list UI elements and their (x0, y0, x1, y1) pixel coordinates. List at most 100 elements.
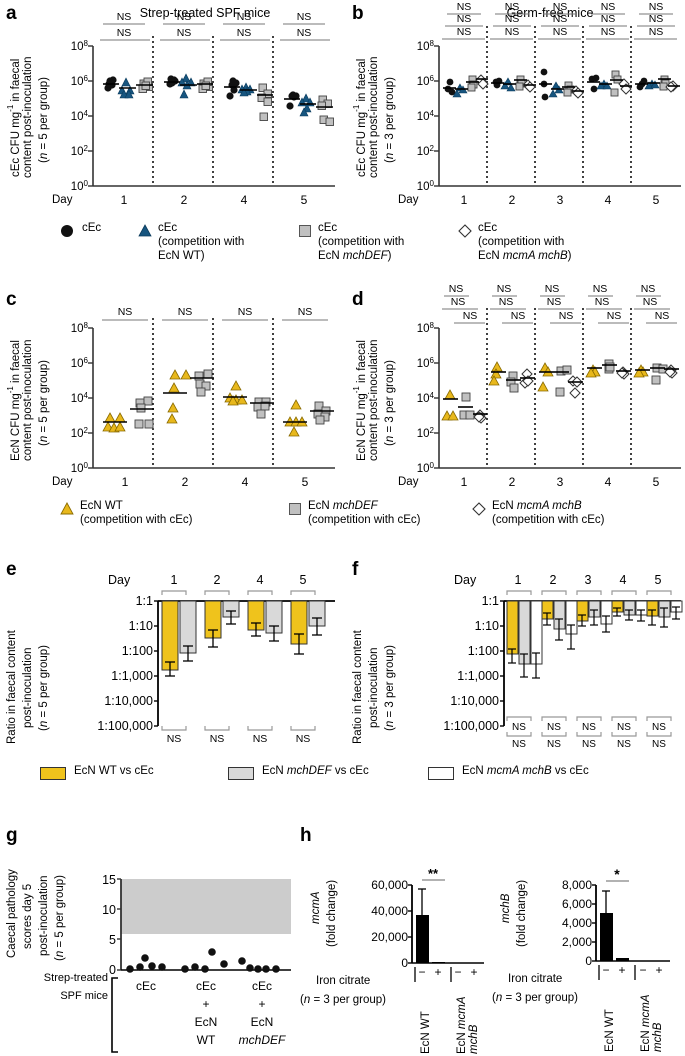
panel-g-ylabel-l2: scores day 5 (22, 883, 34, 949)
panel-f-ns: NS (547, 739, 561, 750)
panel-e-ytick-2: 1:100 (122, 644, 153, 658)
panel-h-c0-group-0-label: EcN WT (420, 1011, 432, 1054)
panel-f-plot: 1:1 1:10 1:100 1:1,000 1:10,000 1:100,00… (443, 573, 683, 750)
legend-ab-item-1-l1: cEc (158, 222, 178, 234)
panel-d-ns: NS (463, 310, 478, 322)
panel-h-c1-sign-0: − (602, 963, 609, 977)
panel-f-xtick-4: 4 (620, 573, 627, 587)
panel-a-title: Strep-treated SPF mice (139, 6, 271, 20)
panel-letter-a: a (6, 3, 17, 24)
panel-h-c0-sign-2: − (454, 965, 461, 979)
panel-a-xtick-2: 2 (181, 193, 188, 207)
panel-f-ytick-5: 1:100,000 (443, 719, 499, 733)
legend-ef-item-0: EcN WT vs cEc (74, 765, 154, 777)
panel-letter-h: h (300, 825, 312, 846)
panel-a-ylabel-l1: cEc CFU mg (9, 111, 22, 177)
panel-g-xgroup-2-l4: mchDEF (239, 1033, 286, 1047)
panel-g-points (126, 948, 280, 973)
panel-h-c1-sign-2: − (639, 963, 646, 977)
panel-a-ytick-6: 106 (71, 74, 89, 88)
panel-c-xtick-2: 2 (182, 475, 189, 489)
panel-h-c0-ytick-1: 40,000 (371, 904, 408, 918)
panel-g-ytick-15: 15 (102, 873, 116, 887)
panel-h-chart1-ylabel-italic: mchB (500, 893, 512, 923)
legend-ab-item-2-l1: cEc (318, 222, 338, 234)
panel-f-ylabel-l3: (n = 3 per group) (384, 644, 396, 731)
panel-e-xtick-5: 5 (300, 573, 307, 587)
panel-f-ylabel-l1: Ratio in faecal content (352, 630, 364, 745)
panel-a-ytick-4: 104 (71, 109, 89, 123)
white-bar-swatch-icon (428, 767, 454, 780)
panel-f-xtick-2: 2 (550, 573, 557, 587)
panel-g-ytick-5: 5 (109, 933, 116, 947)
panel-f-ns: NS (652, 722, 666, 733)
panel-a-points (103, 73, 334, 126)
panel-d-ns: NS (607, 310, 622, 322)
panel-b-xtick-1: 1 (461, 193, 468, 207)
panel-b-ns: NS (505, 13, 520, 25)
panel-d-ns: NS (595, 296, 610, 308)
triangle-marker-icon (138, 224, 152, 237)
panel-h-c0-bar-0 (416, 915, 429, 963)
panel-b-ns: NS (601, 26, 616, 38)
panel-c-points (102, 369, 334, 437)
panel-d-xtick-5: 5 (653, 475, 660, 489)
legend-ab-item-3-l1: cEc (478, 222, 498, 234)
panel-a-ns: NS (117, 11, 132, 23)
legend-cd-item-2-l1: EcN mcmA mchB (492, 500, 582, 512)
panel-f-xaxis-label: Day (454, 573, 477, 587)
panel-h-c0-sign-3: + (470, 965, 477, 979)
panel-h-c1-signif: * (614, 866, 620, 882)
panel-h-c1-ytick-0: 8,000 (562, 878, 592, 892)
panel-f-ylabel-l2: post-inoculation (368, 647, 380, 728)
legend-ab-item-0-l1: cEc (82, 222, 102, 234)
panel-a-ns: NS (177, 11, 192, 23)
panel-b-ylabel-l1b: in faecal (355, 58, 368, 105)
panel-h-chart0-ylabel-italic: mcmA (310, 891, 322, 925)
panel-g-xgroup-0-l1: cEc (136, 979, 156, 993)
panel-f-ns: NS (512, 722, 526, 733)
panel-g-xgroup-2-l3: EcN (251, 1015, 274, 1029)
panel-h-c0-ytick-3: 0 (401, 956, 408, 970)
panel-a-xtick-1: 1 (121, 193, 128, 207)
panel-f-ns: NS (582, 722, 596, 733)
panel-b-xtick-4: 4 (605, 193, 612, 207)
panel-f-ytick-1: 1:10 (475, 619, 499, 633)
legend-cd: EcN WT (competition with cEc) EcN mchDEF… (60, 500, 680, 540)
panel-h-c1-bar-3 (653, 961, 666, 962)
panel-e-xtick-2: 2 (214, 573, 221, 587)
legend-ab: cEc cEc (competition with EcN WT) cEc (c… (60, 222, 680, 280)
triangle-marker-icon (60, 502, 74, 515)
legend-cd-item-1-l1: EcN mchDEF (308, 500, 378, 512)
panel-b-points (443, 68, 680, 101)
panel-g-brace-l2: SPF mice (60, 990, 108, 1002)
panel-f-ytick-4: 1:10,000 (450, 694, 499, 708)
panel-h-c0-group-1-label: EcN mcmA mchB (456, 996, 480, 1054)
grey-bar-swatch-icon (228, 767, 254, 780)
panel-f-xtick-1: 1 (515, 573, 522, 587)
panel-e-ns: NS (253, 733, 268, 745)
panel-c-ylabel: EcN CFU mg-1 in faecal (6, 340, 22, 461)
panel-h-c0-signif: ** (428, 866, 439, 881)
panel-g-ylabel-l4: (n = 5 per group) (54, 875, 66, 962)
panel-e-errorbars (165, 610, 322, 677)
legend-cd-item-1-l2: (competition with cEc) (308, 514, 421, 526)
panel-a-ns: NS (237, 27, 252, 39)
panel-e-ytick-0: 1:1 (136, 594, 153, 608)
panel-h-chart-0: 60,000 40,000 20,000 0 ** − + − + (371, 866, 484, 982)
panel-h-chart-1: 8,000 6,000 4,000 2,000 0 * − + − + (562, 866, 670, 980)
legend-ef-item-1: EcN mchDEF vs cEc (262, 765, 369, 777)
panel-b-xaxis-label: Day (398, 194, 419, 206)
panel-d-ytick-6: 106 (417, 356, 435, 370)
panel-c-ylabel-l2: content post-inoculation (22, 339, 34, 462)
panel-a-ns: NS (117, 27, 132, 39)
panel-g-xgroup-1-l2: + (202, 997, 209, 1011)
panel-h-c1-sign-1: + (618, 963, 625, 977)
panel-h-c1-xaxis-label: Iron citrate (508, 973, 563, 985)
square-marker-icon (289, 503, 301, 515)
panel-b-ns: NS (457, 26, 472, 38)
panel-h-c1-sign-3: + (655, 963, 662, 977)
panel-e-ytick-3: 1:1,000 (111, 669, 153, 683)
panel-e-ylabel-l2: post-inoculation (22, 647, 34, 728)
